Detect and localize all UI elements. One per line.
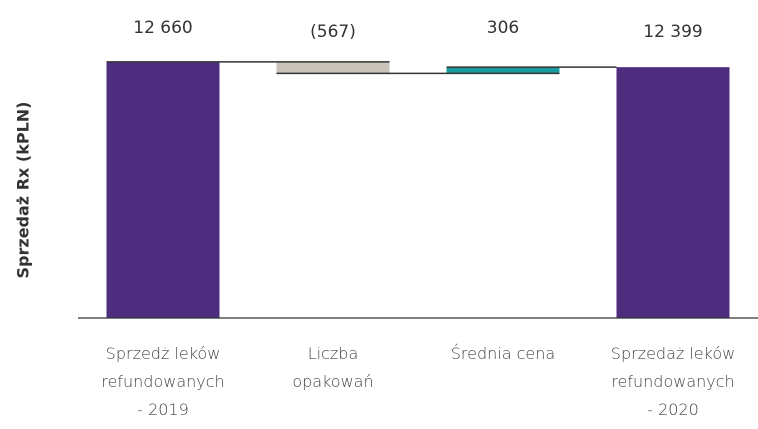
x-tick-label: Średnia cena xyxy=(450,344,556,363)
x-tick-label: Sprzedaż leków refundowanych - 2020 xyxy=(610,344,736,419)
bar xyxy=(446,67,560,74)
x-tick-label: Sprzedż leków refundowanych - 2019 xyxy=(101,344,225,419)
data-label: 12 399 xyxy=(643,22,702,42)
bar xyxy=(616,67,730,318)
data-label: (567) xyxy=(310,22,356,42)
bar xyxy=(276,61,390,74)
data-label: 306 xyxy=(487,18,519,38)
data-label: 12 660 xyxy=(133,18,192,38)
bar xyxy=(106,61,220,319)
x-tick-label: Liczba opakowań xyxy=(292,344,374,391)
y-axis-label: Sprzedaż Rx (kPLN) xyxy=(14,102,33,279)
